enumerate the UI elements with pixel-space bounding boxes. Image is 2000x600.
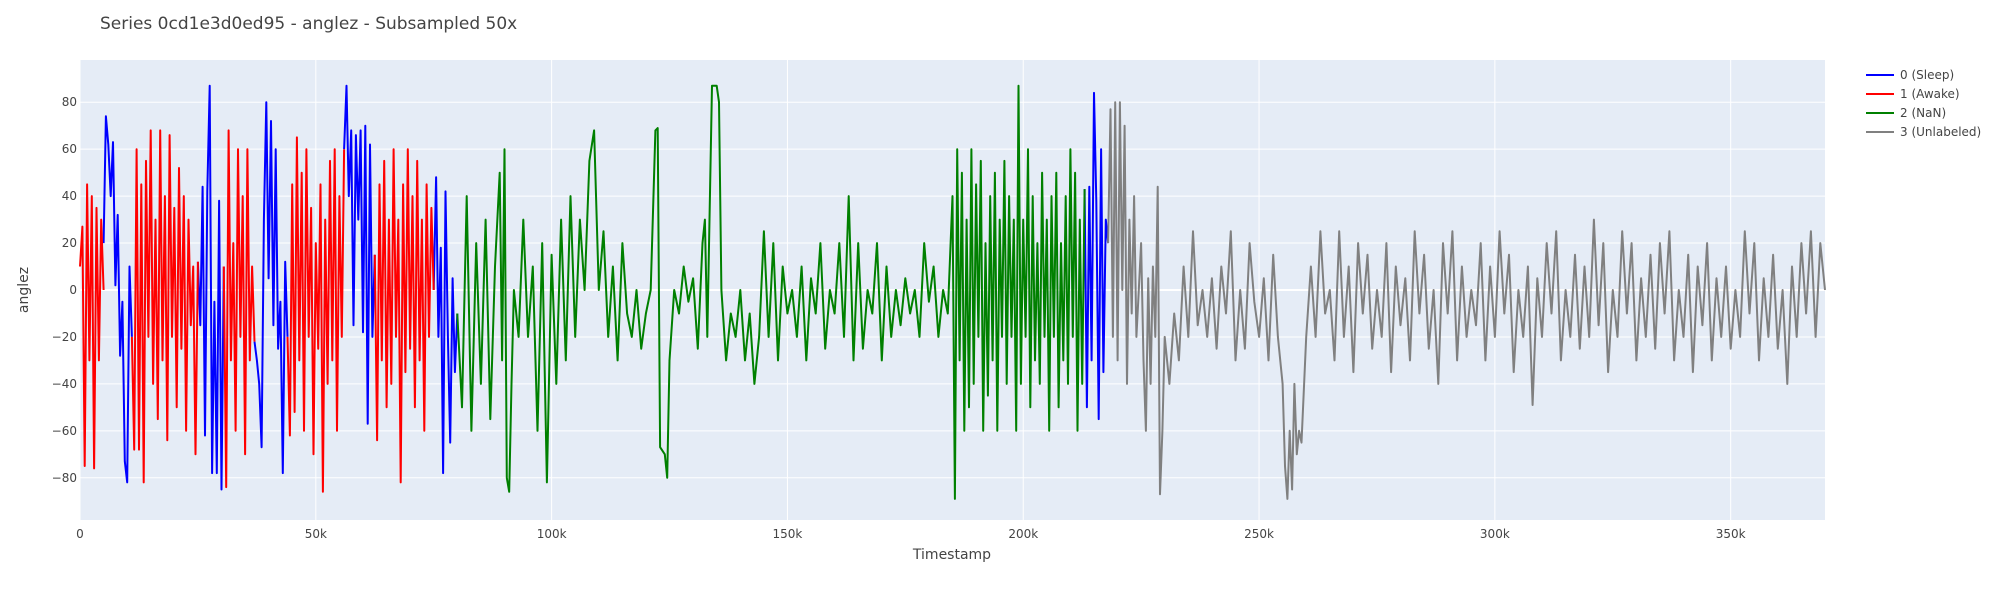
y-tick-label: −20 (52, 330, 77, 344)
series-line-0-segment-0 (102, 115, 133, 484)
chart-title: Series 0cd1e3d0ed95 - anglez - Subsample… (100, 14, 517, 34)
legend-label: 1 (Awake) (1900, 87, 1960, 101)
x-axis-title: Timestamp (912, 547, 991, 563)
x-tick-label: 350k (1716, 527, 1746, 541)
legend-label: 3 (Unlabeled) (1900, 125, 1981, 139)
series-line-3-segment-0 (1107, 101, 1826, 500)
y-tick-label: −60 (52, 424, 77, 438)
y-axis-title: anglez (16, 267, 32, 313)
series-line-1-segment-4 (373, 148, 435, 484)
legend: 0 (Sleep) 1 (Awake) 2 (NaN) 3 (Unlabeled) (1866, 68, 1981, 139)
x-tick-label: 50k (305, 527, 327, 541)
legend-item[interactable]: 2 (NaN) (1866, 106, 1946, 120)
x-tick-label: 250k (1244, 527, 1274, 541)
x-tick-label: 200k (1008, 527, 1038, 541)
legend-item[interactable]: 0 (Sleep) (1866, 68, 1954, 82)
y-tick-label: 40 (62, 189, 77, 203)
y-tick-label: 20 (62, 236, 77, 250)
series-lines (79, 84, 1826, 500)
legend-item[interactable]: 3 (Unlabeled) (1866, 125, 1981, 139)
x-tick-label: 300k (1480, 527, 1510, 541)
legend-label: 0 (Sleep) (1900, 68, 1954, 82)
series-line-0-segment-4 (432, 176, 459, 475)
x-tick-label: 100k (537, 527, 567, 541)
legend-label: 2 (NaN) (1900, 106, 1946, 120)
x-tick-label: 0 (76, 527, 84, 541)
series-line-1-segment-3 (286, 136, 346, 493)
series-line-0-segment-1 (196, 84, 225, 491)
y-tick-label: 60 (62, 142, 77, 156)
tick-labels: 0 50k 100k 150k 200k 250k 300k 350k −80 −60 −40 −20… (52, 95, 1746, 541)
series-line-2-segment-0 (456, 84, 1086, 500)
legend-item[interactable]: 1 (Awake) (1866, 87, 1960, 101)
series-line-0-segment-5 (1083, 91, 1110, 421)
series-line-1-segment-2 (222, 129, 256, 489)
series-line-1-segment-1 (130, 129, 199, 484)
series-line-0-segment-3 (343, 84, 376, 425)
y-tick-label: −80 (52, 471, 77, 485)
y-tick-label: 80 (62, 95, 77, 109)
series-line-1-segment-0 (79, 183, 105, 470)
y-tick-label: 0 (69, 283, 77, 297)
series-line-0-segment-2 (253, 101, 289, 475)
y-tick-label: −40 (52, 377, 77, 391)
x-tick-label: 150k (773, 527, 803, 541)
